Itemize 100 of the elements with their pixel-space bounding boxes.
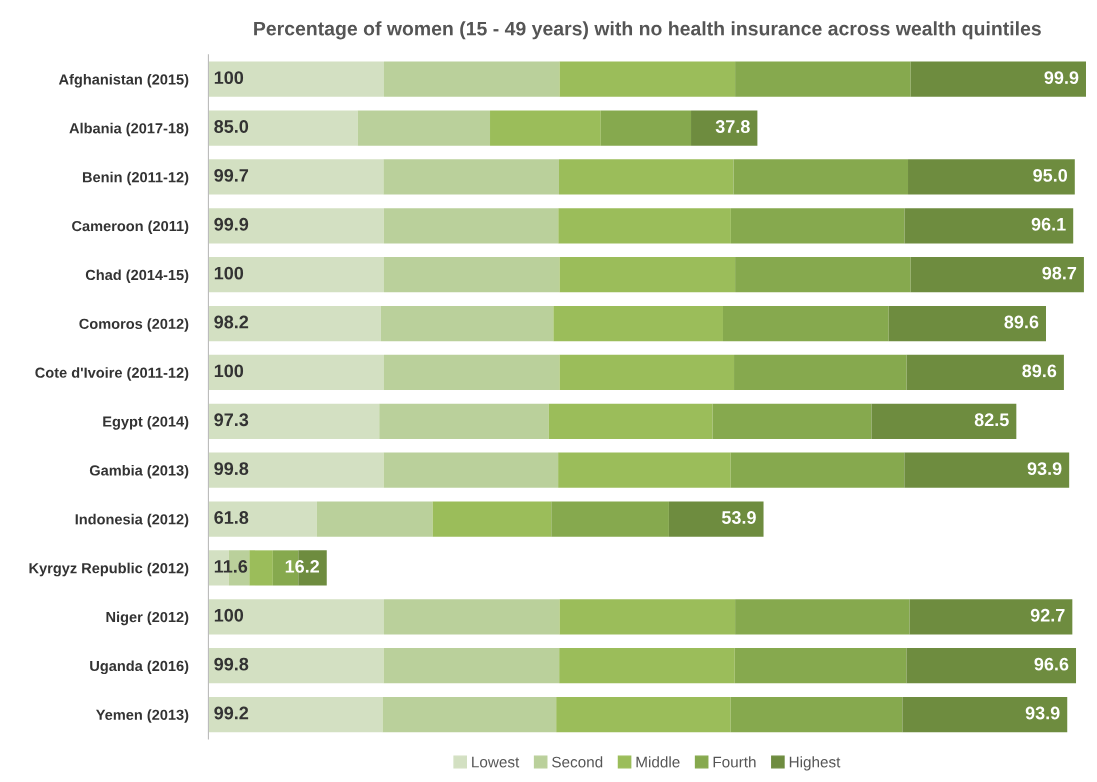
data-label: 99.2 bbox=[214, 706, 249, 720]
bar bbox=[208, 696, 383, 733]
legend-label: Lowest bbox=[472, 756, 520, 768]
data-label: 96.1 bbox=[1031, 217, 1066, 231]
bar bbox=[712, 403, 872, 439]
bar bbox=[208, 599, 384, 635]
bar bbox=[558, 452, 731, 488]
bar bbox=[432, 501, 552, 537]
data-label: 99.9 bbox=[1044, 71, 1079, 85]
bar bbox=[383, 257, 560, 293]
data-label: 98.7 bbox=[1042, 266, 1077, 280]
legend-label: Second bbox=[552, 756, 603, 768]
bar bbox=[553, 305, 723, 342]
bar bbox=[208, 208, 384, 244]
bar bbox=[559, 159, 734, 195]
bar bbox=[548, 403, 713, 439]
bar bbox=[383, 159, 560, 195]
y-tick-label: Yemen (2013) bbox=[96, 709, 189, 723]
bar bbox=[668, 501, 764, 537]
y-tick-label: Albania (2017-18) bbox=[69, 122, 189, 137]
bar bbox=[909, 599, 1073, 635]
y-tick-label: Niger (2012) bbox=[106, 611, 189, 626]
bar bbox=[551, 501, 669, 537]
bar bbox=[208, 61, 384, 97]
bar bbox=[906, 354, 1064, 391]
bar bbox=[490, 110, 601, 146]
bar bbox=[383, 452, 559, 488]
bar bbox=[382, 696, 557, 733]
bar bbox=[208, 452, 384, 488]
bar bbox=[383, 599, 560, 635]
bar bbox=[730, 208, 905, 244]
legend-label: Middle bbox=[636, 756, 680, 768]
bar bbox=[735, 257, 911, 293]
bar bbox=[208, 648, 384, 684]
bar bbox=[904, 208, 1074, 244]
bar bbox=[904, 452, 1070, 488]
y-tick-label: Cote d'Ivoire (2011-12) bbox=[35, 367, 189, 381]
bar bbox=[208, 159, 384, 195]
bar bbox=[559, 599, 736, 635]
bar bbox=[379, 403, 549, 439]
bar bbox=[600, 110, 692, 146]
data-label: 99.9 bbox=[214, 217, 249, 231]
bar bbox=[383, 354, 560, 391]
bar bbox=[734, 354, 907, 391]
bar bbox=[249, 550, 273, 586]
y-tick-label: Chad (2014-15) bbox=[85, 269, 189, 283]
legend-label: Fourth bbox=[713, 756, 756, 768]
data-label: 16.2 bbox=[285, 559, 320, 573]
bar bbox=[383, 208, 559, 244]
bar bbox=[208, 501, 317, 537]
data-label: 100 bbox=[214, 266, 244, 280]
chart-title: Percentage of women (15 - 49 years) with no health insurance across wealth quintiles bbox=[254, 21, 1041, 40]
data-label: 100 bbox=[214, 364, 244, 378]
bar bbox=[208, 305, 381, 342]
bar bbox=[208, 257, 384, 293]
data-label: 89.6 bbox=[1004, 315, 1039, 329]
y-tick-label: Gambia (2013) bbox=[89, 464, 189, 479]
bar bbox=[380, 305, 554, 342]
bar bbox=[871, 403, 1017, 439]
bar bbox=[208, 110, 358, 146]
bar bbox=[734, 648, 907, 684]
data-label: 100 bbox=[214, 71, 244, 85]
y-tick-label: Comoros (2012) bbox=[79, 318, 189, 332]
data-label: 85.0 bbox=[214, 120, 249, 133]
bar bbox=[559, 61, 736, 97]
data-label: 61.8 bbox=[214, 511, 249, 524]
data-label: 89.6 bbox=[1022, 364, 1057, 378]
bar bbox=[730, 696, 903, 733]
data-label: 82.5 bbox=[974, 413, 1009, 427]
bar bbox=[910, 61, 1087, 97]
y-tick-label: Afghanistan (2015) bbox=[58, 73, 189, 88]
legend-label: Highest bbox=[789, 756, 841, 771]
data-label: 99.7 bbox=[214, 168, 249, 182]
bar bbox=[902, 696, 1068, 733]
data-label: 95.0 bbox=[1033, 168, 1068, 182]
bar bbox=[908, 159, 1075, 195]
bar bbox=[888, 305, 1046, 342]
bar bbox=[733, 159, 909, 195]
y-tick-label: Benin (2011-12) bbox=[82, 171, 189, 186]
bar bbox=[722, 305, 889, 342]
bar bbox=[559, 354, 735, 391]
data-label: 97.3 bbox=[214, 413, 249, 427]
bar bbox=[316, 501, 433, 537]
bar bbox=[559, 257, 736, 293]
y-tick-label: Egypt (2014) bbox=[103, 416, 189, 430]
bar bbox=[735, 61, 911, 97]
data-label: 96.6 bbox=[1034, 657, 1069, 671]
data-label: 37.8 bbox=[715, 120, 750, 133]
bar bbox=[559, 648, 735, 684]
y-tick-label: Kyrgyz Republic (2012) bbox=[29, 562, 189, 577]
bar bbox=[910, 257, 1084, 293]
bar bbox=[383, 648, 560, 684]
bar bbox=[735, 599, 910, 635]
y-tick-label: Cameroon (2011) bbox=[72, 220, 189, 235]
data-label: 92.7 bbox=[1030, 608, 1065, 622]
bar bbox=[691, 110, 758, 146]
bar bbox=[906, 648, 1077, 684]
bar bbox=[383, 61, 560, 97]
y-tick-label: Indonesia (2012) bbox=[75, 513, 189, 528]
bar bbox=[208, 403, 380, 439]
